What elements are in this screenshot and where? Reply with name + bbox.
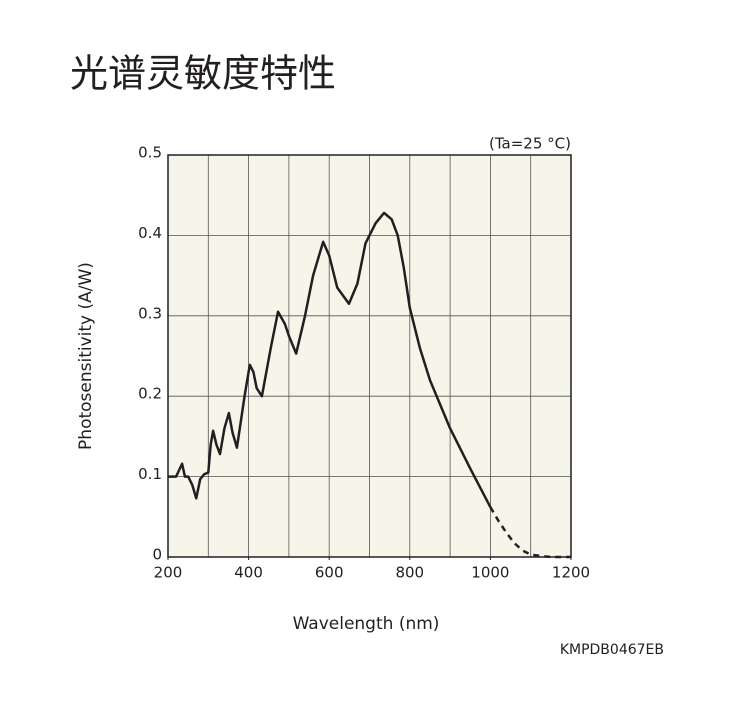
series-line xyxy=(489,506,571,559)
plot-frame xyxy=(167,154,572,558)
chart-title: 光谱灵敏度特性 xyxy=(70,52,336,96)
y-tick-label: 0.5 xyxy=(138,144,162,162)
y-tick-label: 0.2 xyxy=(138,385,162,403)
annotation: (Ta=25 °C) xyxy=(489,135,571,153)
y-tick-label: 0 xyxy=(152,546,162,564)
x-tick-label: 600 xyxy=(315,564,344,582)
x-axis-label: Wavelength (nm) xyxy=(293,614,440,634)
x-tick-label: 800 xyxy=(395,564,424,582)
y-tick-label: 0.4 xyxy=(138,224,162,242)
x-tick-label: 1200 xyxy=(552,564,590,582)
y-tick-label: 0.3 xyxy=(138,304,162,322)
x-tick-label: 1000 xyxy=(471,564,509,582)
y-tick-label: 0.1 xyxy=(138,465,162,483)
y-axis-label: Photosensitivity (A/W) xyxy=(76,262,96,450)
x-tick-label: 200 xyxy=(154,564,183,582)
x-tick-label: 400 xyxy=(234,564,263,582)
figure-code: KMPDB0467EB xyxy=(560,642,664,658)
series-line xyxy=(168,211,492,508)
